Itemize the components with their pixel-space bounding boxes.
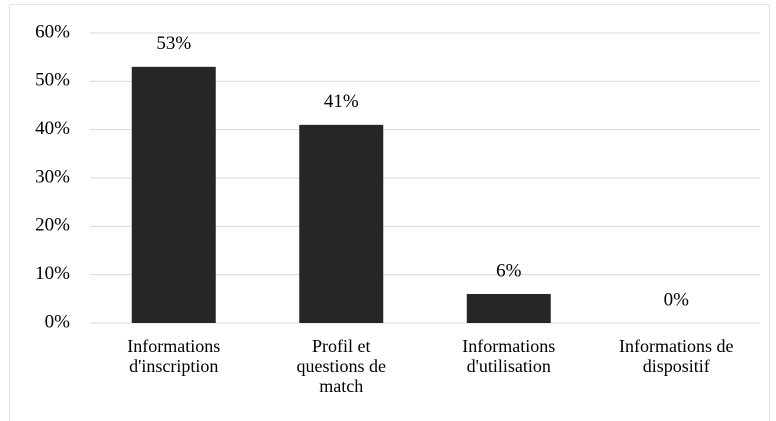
x-tick-label: Informations de dispositif <box>619 336 734 376</box>
x-tick-label: Informations d'inscription <box>127 336 221 376</box>
bar <box>466 294 551 323</box>
y-tick-label: 20% <box>35 215 70 236</box>
data-label: 53% <box>156 33 191 54</box>
y-tick-label: 60% <box>35 21 70 42</box>
data-label: 0% <box>664 289 690 310</box>
x-tick-label: Profil et questions de match <box>296 336 387 396</box>
bar <box>131 66 216 323</box>
y-tick-label: 10% <box>35 263 70 284</box>
data-label: 41% <box>324 91 359 112</box>
y-tick-label: 50% <box>35 70 70 91</box>
data-label: 6% <box>496 260 522 281</box>
bar <box>299 124 384 323</box>
y-tick-label: 40% <box>35 118 70 139</box>
y-tick-label: 0% <box>45 311 71 332</box>
chart-frame <box>9 4 770 421</box>
x-tick-label: Informations d'utilisation <box>462 336 556 376</box>
y-tick-label: 30% <box>35 166 70 187</box>
